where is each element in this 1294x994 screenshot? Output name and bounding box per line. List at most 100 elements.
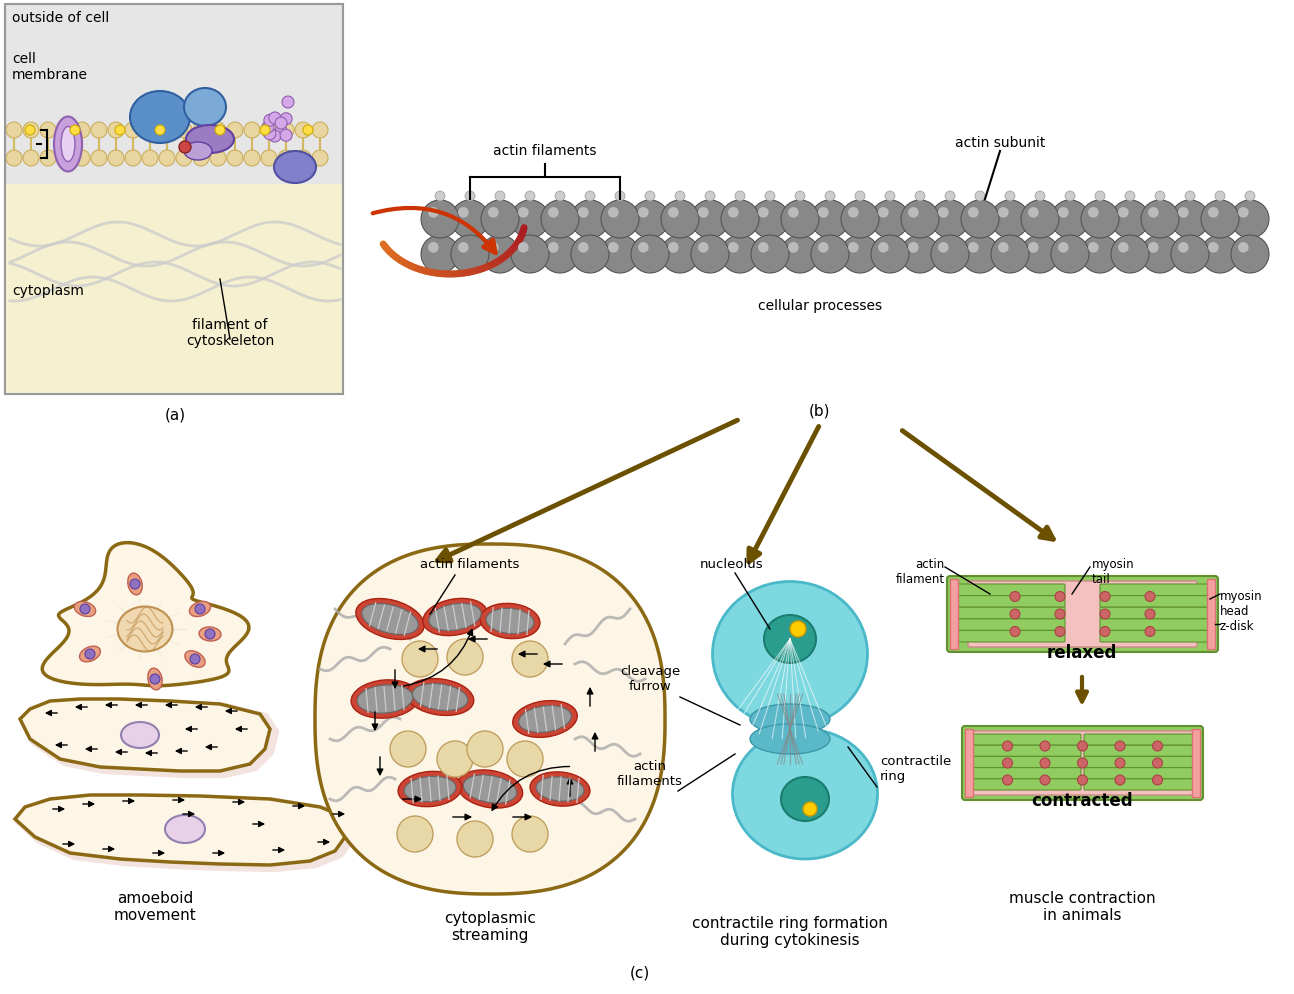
Circle shape [908, 243, 919, 253]
Ellipse shape [423, 598, 487, 636]
Circle shape [150, 674, 160, 684]
Circle shape [1112, 201, 1149, 239]
Circle shape [848, 208, 859, 219]
Circle shape [312, 151, 327, 167]
Circle shape [631, 201, 669, 239]
Ellipse shape [751, 725, 829, 754]
Circle shape [210, 123, 226, 139]
Circle shape [496, 192, 505, 202]
Circle shape [142, 151, 158, 167]
Circle shape [1055, 591, 1065, 602]
Circle shape [848, 243, 859, 253]
Circle shape [631, 236, 669, 273]
Circle shape [758, 208, 769, 219]
FancyBboxPatch shape [952, 584, 1065, 596]
Text: actin
fillaments: actin fillaments [617, 759, 683, 787]
Text: filament of
cytoskeleton: filament of cytoskeleton [186, 317, 274, 348]
Text: (c): (c) [630, 965, 650, 980]
Circle shape [795, 192, 805, 202]
Circle shape [74, 151, 91, 167]
Circle shape [758, 243, 769, 253]
Circle shape [1095, 192, 1105, 202]
Circle shape [195, 604, 204, 614]
Circle shape [668, 243, 678, 253]
Circle shape [278, 123, 294, 139]
Text: amoeboid
movement: amoeboid movement [114, 890, 197, 922]
Circle shape [1051, 201, 1090, 239]
Circle shape [1124, 192, 1135, 202]
Circle shape [525, 192, 534, 202]
Circle shape [57, 151, 72, 167]
Circle shape [578, 208, 589, 219]
Ellipse shape [713, 581, 867, 727]
Circle shape [1141, 201, 1179, 239]
Circle shape [518, 243, 529, 253]
Circle shape [991, 236, 1029, 273]
Circle shape [1145, 609, 1156, 619]
Bar [965, 730, 973, 797]
Circle shape [765, 192, 775, 202]
FancyBboxPatch shape [952, 607, 1065, 619]
FancyBboxPatch shape [1084, 779, 1197, 790]
Circle shape [190, 654, 201, 664]
Circle shape [1153, 758, 1162, 768]
Circle shape [1080, 201, 1119, 239]
Text: actin subunit: actin subunit [955, 136, 1046, 150]
Circle shape [549, 208, 559, 219]
Text: myosin
head: myosin head [1220, 589, 1263, 617]
Circle shape [555, 192, 565, 202]
Circle shape [452, 236, 489, 273]
Circle shape [397, 816, 433, 852]
Circle shape [1051, 236, 1090, 273]
Circle shape [226, 123, 243, 139]
Circle shape [578, 243, 589, 253]
Ellipse shape [531, 772, 590, 806]
Circle shape [280, 113, 292, 125]
Circle shape [452, 201, 489, 239]
Ellipse shape [362, 604, 418, 635]
Text: cleavage
furrow: cleavage furrow [620, 664, 681, 692]
Ellipse shape [185, 651, 204, 668]
Circle shape [721, 236, 760, 273]
Ellipse shape [129, 91, 190, 144]
Circle shape [264, 115, 276, 127]
Circle shape [998, 243, 1008, 253]
Circle shape [1055, 609, 1065, 619]
Circle shape [85, 649, 94, 659]
Circle shape [295, 151, 311, 167]
Ellipse shape [480, 603, 540, 639]
Circle shape [457, 821, 493, 857]
Ellipse shape [536, 777, 584, 801]
Text: contracted: contracted [1031, 791, 1132, 809]
Circle shape [389, 732, 426, 767]
Circle shape [1003, 775, 1012, 785]
Ellipse shape [166, 815, 204, 843]
Circle shape [961, 236, 999, 273]
Circle shape [155, 126, 166, 136]
Ellipse shape [406, 679, 474, 716]
FancyBboxPatch shape [1100, 619, 1212, 631]
FancyBboxPatch shape [952, 619, 1065, 631]
Ellipse shape [74, 602, 96, 617]
Circle shape [226, 151, 243, 167]
Ellipse shape [512, 701, 577, 738]
Circle shape [879, 243, 889, 253]
Circle shape [57, 123, 72, 139]
Circle shape [159, 123, 175, 139]
Circle shape [804, 802, 817, 816]
Circle shape [788, 243, 798, 253]
Circle shape [1178, 243, 1189, 253]
Circle shape [465, 192, 475, 202]
Circle shape [871, 201, 908, 239]
Ellipse shape [763, 615, 817, 663]
Circle shape [1003, 742, 1012, 751]
Ellipse shape [428, 603, 481, 631]
Bar [1192, 730, 1200, 797]
Circle shape [1021, 201, 1058, 239]
Circle shape [245, 123, 260, 139]
Circle shape [1118, 243, 1128, 253]
Circle shape [729, 208, 739, 219]
Circle shape [278, 151, 294, 167]
Circle shape [1055, 627, 1065, 637]
Circle shape [1115, 758, 1124, 768]
